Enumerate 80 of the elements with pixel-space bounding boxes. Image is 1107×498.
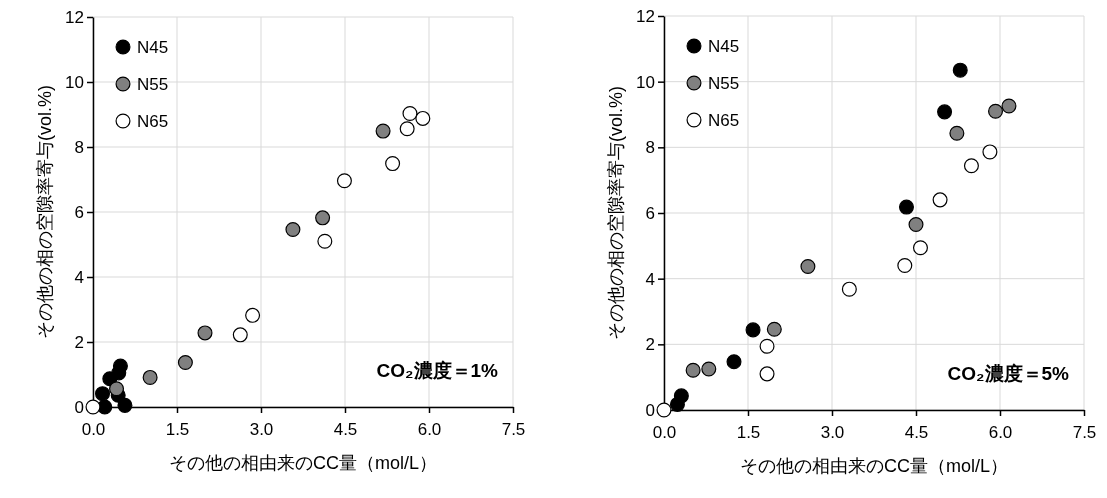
point [177, 354, 193, 370]
point [701, 361, 717, 377]
y-tick-label: 10 [636, 72, 655, 92]
point [415, 110, 431, 126]
point [656, 402, 672, 418]
y-tick-label: 0 [645, 400, 655, 420]
point [95, 386, 111, 402]
point [898, 199, 914, 215]
legend-label: N55 [708, 74, 740, 93]
point [726, 354, 742, 370]
y-tick-label: 8 [645, 138, 655, 158]
point [336, 173, 352, 189]
point [745, 322, 761, 338]
point [912, 240, 928, 256]
point [949, 125, 965, 141]
y-tick-label: 12 [636, 6, 655, 26]
legend-label: N65 [708, 111, 740, 130]
point [85, 399, 101, 415]
x-tick-label: 3.0 [249, 419, 274, 439]
y-tick-label: 4 [74, 267, 84, 287]
y-axis-title: その他の相の空隙率寄与(vol.%) [35, 84, 55, 340]
x-axis-title: その他の相由来のCC量（mol/L） [168, 453, 438, 473]
point [399, 121, 415, 137]
point [952, 62, 968, 78]
annotation: CO₂濃度＝1% [376, 360, 499, 381]
point [932, 192, 948, 208]
point [142, 369, 158, 385]
point [117, 397, 133, 413]
point [245, 307, 261, 323]
x-tick-label: 6.0 [988, 422, 1013, 442]
point [1001, 98, 1017, 114]
point [685, 362, 701, 378]
legend-label: N45 [137, 38, 169, 57]
point [759, 366, 775, 382]
x-tick-label: 7.5 [501, 419, 526, 439]
point [197, 325, 213, 341]
annotation: CO₂濃度＝5% [947, 363, 1070, 384]
point [988, 103, 1004, 119]
legend-label: N55 [137, 75, 169, 94]
point [109, 381, 125, 397]
x-tick-label: 6.0 [417, 419, 442, 439]
point [766, 321, 782, 337]
x-tick-label: 1.5 [736, 422, 761, 442]
point [232, 327, 248, 343]
y-tick-label: 10 [65, 72, 84, 92]
point [375, 123, 391, 139]
point [402, 106, 418, 122]
y-tick-label: 2 [74, 332, 84, 352]
x-tick-label: 0.0 [652, 422, 677, 442]
x-tick-label: 4.5 [333, 419, 358, 439]
y-axis-title: その他の相の空隙率寄与(vol.%) [606, 85, 626, 341]
point [841, 281, 857, 297]
x-tick-label: 0.0 [81, 419, 106, 439]
point [982, 144, 998, 160]
x-axis-title: その他の相由来のCC量（mol/L） [739, 456, 1009, 476]
point [963, 158, 979, 174]
legend-label: N45 [708, 37, 740, 56]
y-tick-label: 2 [645, 335, 655, 355]
y-tick-label: 12 [65, 7, 84, 27]
point [673, 388, 689, 404]
legend-label: N65 [137, 112, 169, 131]
y-tick-label: 6 [74, 202, 84, 222]
point [315, 210, 331, 226]
x-tick-label: 4.5 [904, 422, 929, 442]
point [759, 338, 775, 354]
point [908, 217, 924, 232]
x-tick-label: 1.5 [165, 419, 190, 439]
y-tick-label: 6 [645, 203, 655, 223]
point [800, 259, 816, 275]
point [385, 156, 401, 172]
x-tick-label: 7.5 [1072, 422, 1097, 442]
point [285, 222, 301, 238]
y-tick-label: 8 [74, 137, 84, 157]
point [317, 233, 333, 249]
point [937, 104, 953, 120]
point [897, 258, 913, 274]
point [102, 371, 118, 387]
x-tick-label: 3.0 [820, 422, 845, 442]
y-tick-label: 4 [645, 269, 655, 289]
y-tick-label: 0 [74, 397, 84, 417]
